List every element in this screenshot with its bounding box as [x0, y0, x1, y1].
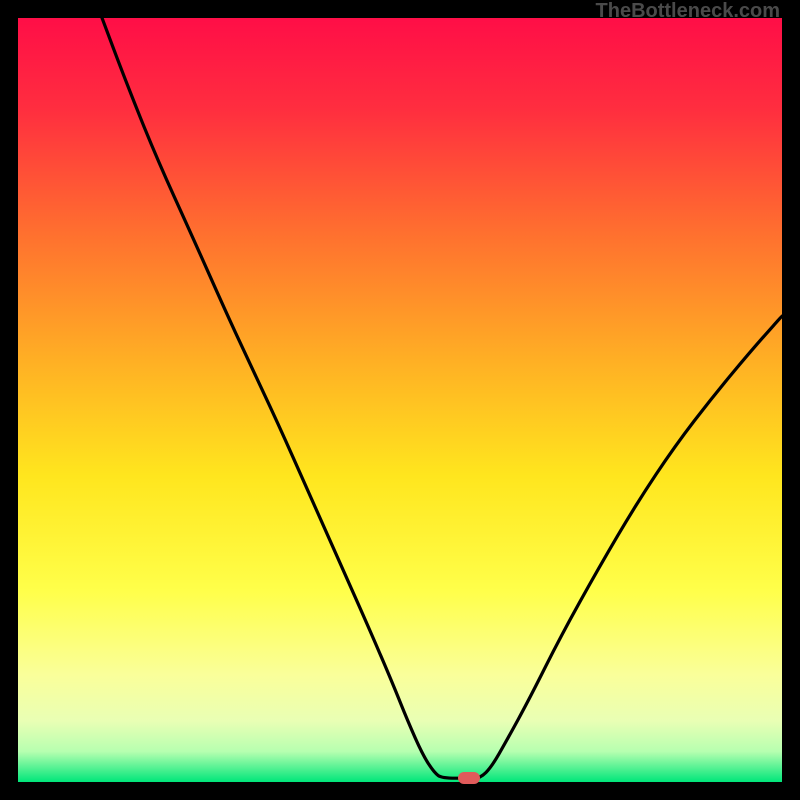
curve-svg	[18, 18, 782, 782]
optimum-marker	[458, 772, 480, 784]
watermark-text: TheBottleneck.com	[596, 0, 780, 23]
bottleneck-curve	[102, 18, 782, 778]
plot-area	[18, 18, 782, 782]
bottleneck-chart: TheBottleneck.com	[0, 0, 800, 800]
